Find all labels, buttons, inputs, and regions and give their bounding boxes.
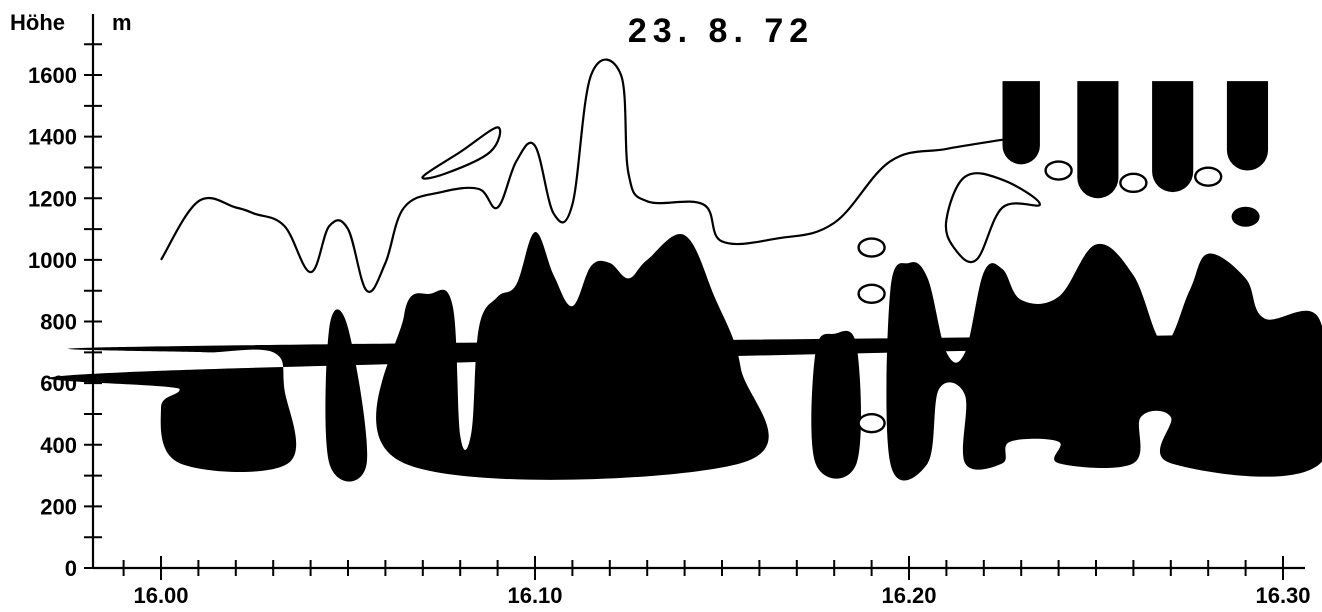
rings-layer — [857, 160, 1223, 434]
ring-marker — [857, 412, 886, 434]
filled-lobe — [1002, 81, 1040, 165]
y-tick-label: 0 — [65, 556, 77, 581]
ring-marker — [1044, 160, 1073, 181]
y-tick-label: 1200 — [28, 186, 77, 211]
filled-regions-layer — [49, 81, 1322, 482]
filled-lobe — [1077, 81, 1119, 199]
filled-region — [376, 232, 769, 480]
filled-region — [49, 334, 1322, 472]
y-axis-unit: m — [112, 10, 132, 35]
closed-contour — [421, 126, 502, 180]
filled-region — [325, 309, 368, 482]
filled-lobe — [1152, 81, 1194, 193]
ring-marker — [857, 237, 886, 258]
x-tick-label: 16.30 — [1255, 583, 1310, 608]
ticks-layer: 0 200 400 600 800 1000 1200 1400 1600 16.00 16.10 1… — [28, 43, 1311, 608]
contour-line — [160, 58, 1003, 293]
y-tick-label: 600 — [40, 371, 77, 396]
y-tick-label: 1600 — [28, 63, 77, 88]
y-tick-label: 400 — [40, 433, 77, 458]
filled-lobe — [1226, 81, 1269, 171]
filled-region — [886, 243, 1322, 481]
y-axis-label: Höhe — [10, 10, 65, 35]
x-tick-label: 16.20 — [881, 583, 936, 608]
chart-title: 23. 8. 72 — [628, 12, 814, 50]
y-tick-label: 200 — [40, 494, 77, 519]
y-tick-label: 1000 — [28, 248, 77, 273]
closed-contour — [944, 172, 1041, 264]
x-tick-label: 16.10 — [507, 583, 562, 608]
ring-marker — [1119, 172, 1148, 194]
contour-lines-layer — [160, 58, 1041, 293]
y-tick-label: 800 — [40, 310, 77, 335]
filled-region — [811, 330, 861, 479]
ring-marker — [1193, 166, 1223, 187]
filled-dot — [1231, 206, 1260, 227]
x-tick-label: 16.00 — [133, 583, 188, 608]
ring-marker — [857, 283, 886, 304]
y-tick-label: 1400 — [28, 125, 77, 150]
